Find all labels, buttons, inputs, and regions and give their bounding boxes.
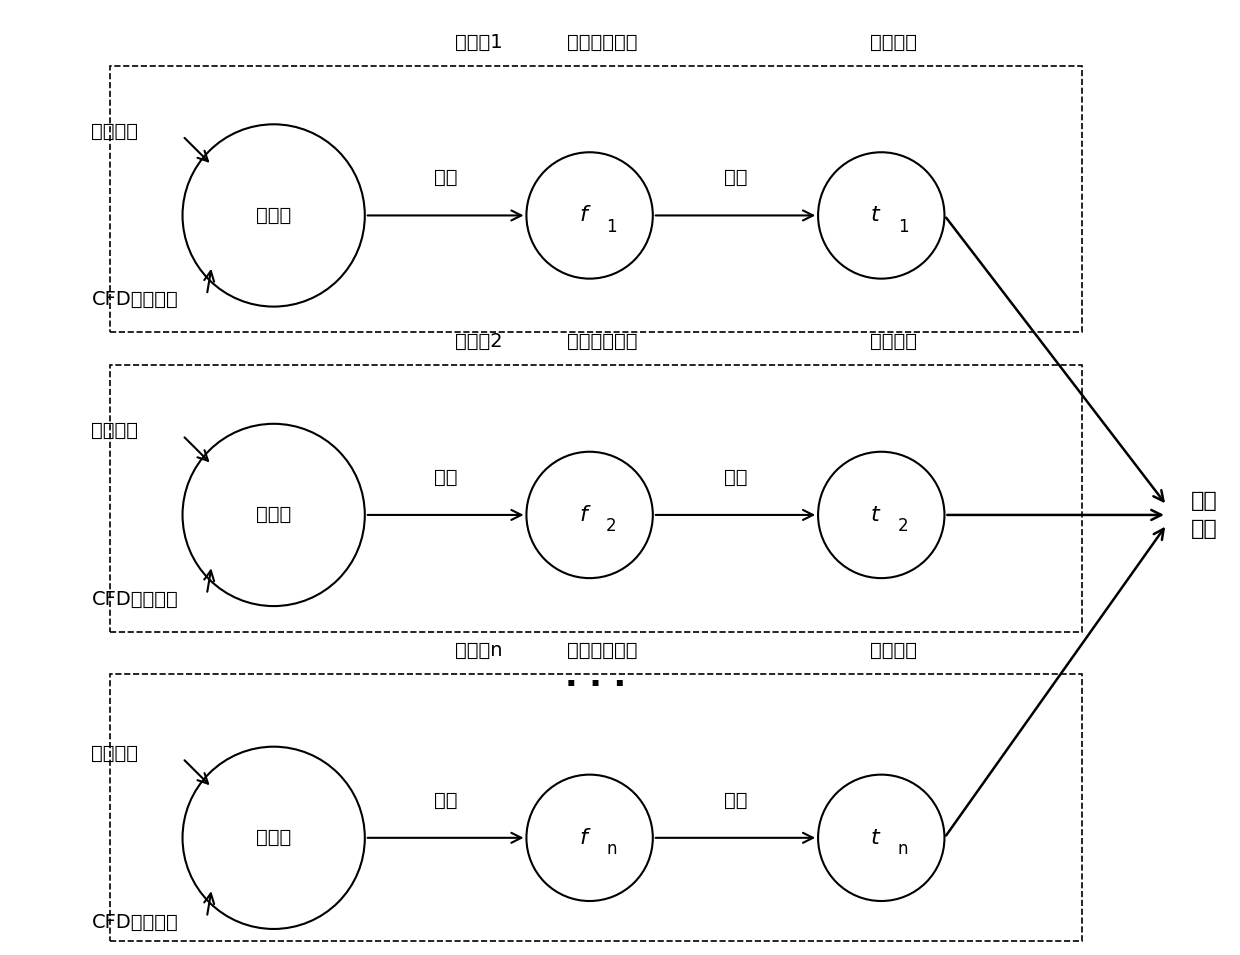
Text: CFD仿真数据: CFD仿真数据 bbox=[92, 589, 179, 608]
Ellipse shape bbox=[818, 452, 945, 578]
Text: n: n bbox=[606, 840, 616, 858]
Text: CFD仿真数据: CFD仿真数据 bbox=[92, 913, 179, 931]
Ellipse shape bbox=[527, 452, 652, 578]
Text: 1: 1 bbox=[606, 218, 616, 236]
Text: f: f bbox=[579, 505, 588, 525]
Text: 2: 2 bbox=[606, 518, 616, 535]
Text: 实际数据: 实际数据 bbox=[92, 121, 139, 140]
Text: 预测: 预测 bbox=[724, 168, 748, 187]
Text: 入口温度: 入口温度 bbox=[870, 32, 916, 52]
Text: 温度
分布: 温度 分布 bbox=[1192, 491, 1218, 539]
Ellipse shape bbox=[527, 775, 652, 901]
Text: 服务器2: 服务器2 bbox=[455, 332, 503, 351]
Text: t: t bbox=[870, 505, 879, 525]
Ellipse shape bbox=[527, 152, 652, 279]
Text: 服务器1: 服务器1 bbox=[455, 32, 503, 52]
Text: · · ·: · · · bbox=[565, 668, 626, 702]
Text: 预测: 预测 bbox=[724, 791, 748, 810]
Text: 实际数据: 实际数据 bbox=[92, 744, 139, 763]
Ellipse shape bbox=[182, 424, 365, 606]
Text: 训练集: 训练集 bbox=[255, 828, 291, 847]
Text: 实际数据: 实际数据 bbox=[92, 421, 139, 440]
Text: f: f bbox=[579, 205, 588, 225]
Text: 神经网络模型: 神经网络模型 bbox=[567, 32, 637, 52]
Text: 训练集: 训练集 bbox=[255, 505, 291, 524]
Ellipse shape bbox=[182, 124, 365, 307]
Text: 入口温度: 入口温度 bbox=[870, 641, 916, 660]
Text: n: n bbox=[898, 840, 909, 858]
Text: 训练集: 训练集 bbox=[255, 206, 291, 225]
Text: 2: 2 bbox=[898, 518, 909, 535]
Ellipse shape bbox=[818, 152, 945, 279]
Text: 训练: 训练 bbox=[434, 468, 458, 487]
Text: 服务器n: 服务器n bbox=[455, 641, 502, 660]
Text: 神经网络模型: 神经网络模型 bbox=[567, 641, 637, 660]
Text: 神经网络模型: 神经网络模型 bbox=[567, 332, 637, 351]
Text: 1: 1 bbox=[898, 218, 909, 236]
Text: 入口温度: 入口温度 bbox=[870, 332, 916, 351]
Text: f: f bbox=[579, 828, 588, 848]
Ellipse shape bbox=[182, 747, 365, 929]
Text: 训练: 训练 bbox=[434, 168, 458, 187]
Text: t: t bbox=[870, 205, 879, 225]
Text: CFD仿真数据: CFD仿真数据 bbox=[92, 290, 179, 309]
Ellipse shape bbox=[818, 775, 945, 901]
Text: t: t bbox=[870, 828, 879, 848]
Text: 训练: 训练 bbox=[434, 791, 458, 810]
Text: 预测: 预测 bbox=[724, 468, 748, 487]
